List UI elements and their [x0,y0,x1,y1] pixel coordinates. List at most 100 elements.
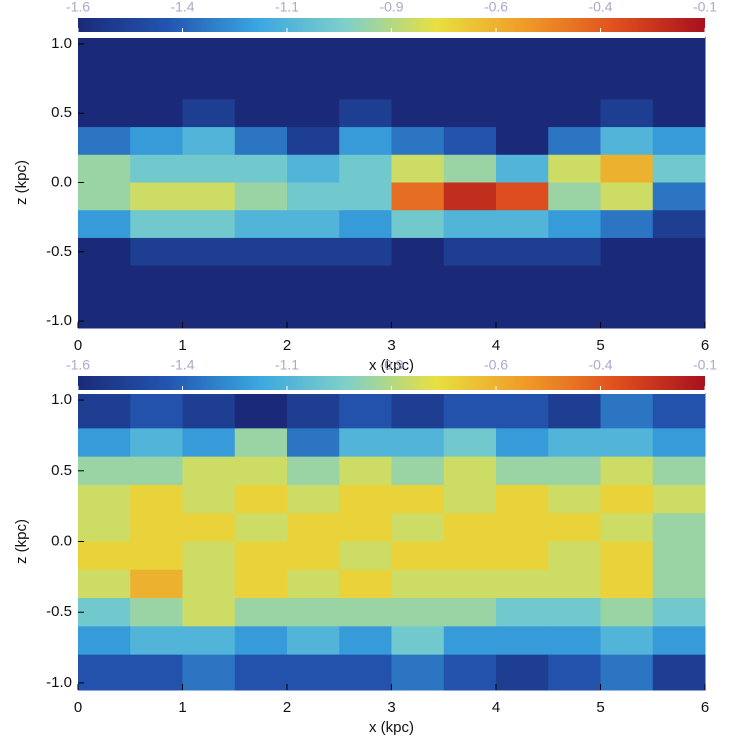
heatmap-cell [339,99,392,128]
heatmap-cell [652,71,706,100]
heatmap-cell [182,154,236,183]
heatmap-cell [600,237,654,267]
heatmap-cell [548,626,601,656]
heatmap-cell [652,37,706,73]
heatmap-cell [182,484,236,514]
heatmap-cell [652,569,706,599]
heatmap-cell [182,265,236,294]
heatmap-cell [391,71,445,100]
heatmap-cell [600,154,654,183]
heatmap-cell [339,293,392,329]
heatmap-cell [339,484,392,514]
heatmap-cell [391,210,445,239]
y-tick-label: 0.5 [51,462,72,479]
heatmap-cell [391,428,445,458]
heatmap-cell [391,127,445,156]
colorbar-tick-label: -0.6 [484,357,508,373]
heatmap-cell [496,598,549,627]
heatmap-cell [496,484,549,514]
heatmap-cell [391,237,445,267]
y-tick-label: -1.0 [46,312,72,329]
heatmap-cell [652,265,706,294]
heatmap-cell [600,127,654,156]
colorbar-tick-label: -1.4 [170,357,194,373]
x-tick-label: 5 [596,337,604,354]
heatmap-cell [600,71,654,100]
heatmap-cell [339,456,392,486]
heatmap-cell [600,598,654,627]
heatmap-cell [443,541,497,571]
heatmap-cell [391,182,445,211]
heatmap-cell [548,569,601,599]
heatmap-cell [287,428,340,458]
heatmap-cell [496,210,549,239]
x-tick-label: 1 [178,699,186,716]
heatmap-cell [78,513,131,542]
heatmap-cell [182,71,236,100]
heatmap-cell [496,71,549,100]
heatmap-cell [443,237,497,267]
y-tick-label: 0.5 [51,104,72,121]
heatmap-cell [234,127,288,156]
heatmap-cell [234,237,288,267]
y-tick-label: 1.0 [51,391,72,408]
heatmap-cell [339,513,392,542]
heatmap-cell [339,265,392,294]
heatmap-cell [496,99,549,128]
heatmap-cell [652,484,706,514]
heatmap-cell [496,37,549,73]
heatmap-cell [130,99,183,128]
heatmap-cell [391,293,445,329]
heatmap-cell [287,293,340,329]
heatmap-cell [130,428,183,458]
heatmap-cell [130,265,183,294]
heatmap-cell [600,513,654,542]
heatmap-cell [443,99,497,128]
heatmap-cell [182,393,236,429]
y-tick-label: -0.5 [46,603,72,620]
heatmap-cell [443,37,497,73]
heatmap-cell [443,182,497,211]
x-tick-label: 0 [74,699,82,716]
heatmap-cell [182,456,236,486]
colorbar [78,376,705,390]
heatmap-cell [234,37,288,73]
heatmap-cell [234,484,288,514]
heatmap-cell [548,484,601,514]
heatmap-cell [78,428,131,458]
heatmap-cell [287,265,340,294]
y-tick-label: -1.0 [46,674,72,691]
heatmap-cell [182,37,236,73]
heatmap-cell [391,569,445,599]
heatmap-cell [287,393,340,429]
heatmap-cell [652,598,706,627]
heatmap-cell [443,456,497,486]
heatmap-cell [287,210,340,239]
heatmap-cell [234,293,288,329]
heatmap-cell [78,182,131,211]
heatmap-cell [652,393,706,429]
heatmap-cell [652,654,706,691]
heatmap-cell [130,456,183,486]
heatmap-cell [287,513,340,542]
heatmap-cell [391,654,445,691]
heatmap-cell [287,71,340,100]
heatmap-cell [496,293,549,329]
heatmap-cell [600,541,654,571]
heatmap-cell [234,626,288,656]
heatmap-cell [234,513,288,542]
heatmap-cell [600,456,654,486]
heatmap-cell [130,237,183,267]
heatmap-cell [548,37,601,73]
heatmap-cell [234,154,288,183]
x-axis-label: x (kpc) [369,357,414,374]
heatmap-cell [600,182,654,211]
heatmap-cell [443,265,497,294]
heatmap-cell [182,237,236,267]
heatmap-cell [287,99,340,128]
heatmap-cell [443,393,497,429]
heatmap-cell [548,456,601,486]
heatmap-cell [182,182,236,211]
heatmap-cell [182,654,236,691]
heatmap-cell [496,154,549,183]
